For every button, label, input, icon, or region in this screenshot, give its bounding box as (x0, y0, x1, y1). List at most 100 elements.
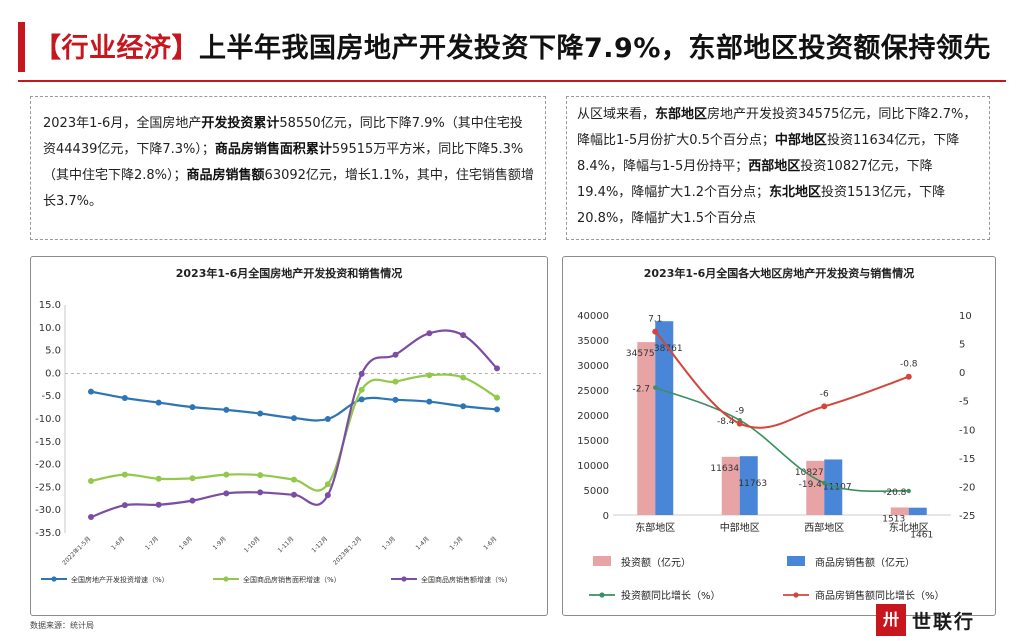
y-tick-label: 20000 (577, 411, 609, 422)
highlight-term: 东北地区 (768, 185, 821, 200)
y-tick-label: 40000 (577, 311, 609, 322)
national-investment-sales-chart: 2023年1-6月全国房地产开发投资和销售情况 15.0 10.0 5.0 0.0 -5.… (30, 256, 548, 616)
y-right-tick-label: 0 (959, 368, 965, 379)
data-point (223, 471, 230, 478)
growth-value-label: -9 (735, 407, 744, 417)
y-tick-label: 15000 (577, 436, 609, 447)
data-point (460, 403, 467, 410)
data-point (257, 472, 264, 479)
category-label: 中部地区 (720, 521, 760, 534)
data-point (257, 489, 264, 496)
growth-point (906, 488, 911, 494)
bar-value-label: 1461 (910, 531, 933, 541)
data-point (358, 370, 365, 377)
bar (824, 459, 843, 515)
y-tick-label: 5000 (584, 486, 609, 497)
data-point (426, 372, 433, 379)
text-segment: 59515万平方米，同比下降5.3%（其中住宅下降2.8%）； (43, 142, 524, 183)
data-point (88, 388, 94, 395)
y-right-tick-label: -5 (959, 397, 969, 408)
y-tick-label: 35000 (577, 336, 609, 347)
data-point (88, 478, 94, 485)
data-point (121, 395, 128, 402)
highlight-term: 中部地区 (774, 133, 827, 148)
y-tick-label: -25.0 (35, 482, 61, 493)
text-segment: 投资1513亿元，下降20.8%，降幅扩大1.5个百分点 (577, 185, 946, 226)
y-tick-label: -10.0 (35, 414, 61, 425)
x-tick-label: 1-4月 (415, 535, 431, 551)
y-tick-label: 10.0 (39, 323, 61, 334)
y-tick-label: 0 (603, 511, 609, 522)
text-segment: 2023年1-6月，全国房地产 (43, 116, 202, 131)
y-tick-label: 25000 (577, 386, 609, 397)
growth-point (822, 480, 827, 486)
y-tick-label: 15.0 (39, 300, 61, 311)
category-label: 东部地区 (635, 521, 675, 534)
y-tick-label: -20.0 (35, 460, 61, 471)
header: 【行业经济】上半年我国房地产开发投资下降7.9%，东部地区投资额保持领先 (0, 0, 1024, 86)
y-right-tick-label: -10 (959, 425, 975, 436)
data-point (88, 514, 94, 521)
x-tick-label: 2023年1-2月 (331, 535, 363, 567)
x-tick-label: 1-11月 (277, 535, 296, 554)
x-tick-label: 1-12月 (310, 535, 329, 554)
text-segment: 投资10827亿元，下降19.4%，降幅扩大1.2个百分点； (577, 159, 933, 200)
legend-label: 商品房销售额同比增长（%） (815, 589, 945, 602)
data-point (426, 398, 433, 405)
highlight-term: 商品房销售额 (186, 168, 265, 183)
data-point (324, 481, 331, 488)
highlight-term: 东部地区 (655, 107, 708, 122)
legend-label: 投资额（亿元） (621, 556, 691, 569)
bar (890, 507, 909, 515)
bar (908, 507, 927, 515)
data-point (358, 386, 365, 393)
category-label: 东北地区 (889, 521, 929, 534)
bar-value-label: 1513 (882, 514, 905, 524)
x-tick-label: 1-8月 (178, 535, 194, 551)
legend-marker (401, 576, 407, 582)
data-point (291, 476, 297, 483)
chart-title: 2023年1-6月全国房地产开发投资和销售情况 (176, 266, 403, 280)
y-tick-label: 30000 (577, 361, 609, 372)
logo-mark-icon: 卅 (876, 604, 906, 636)
growth-value-label: 7.1 (648, 315, 662, 325)
bar (739, 456, 758, 515)
title-tag: 【行业经济】 (34, 33, 199, 64)
data-point (494, 394, 500, 401)
bar (655, 321, 674, 515)
growth-value-label: -20.8 (883, 488, 907, 498)
data-point (291, 491, 297, 498)
data-point (291, 415, 297, 422)
bar-value-label: 10827 (795, 468, 824, 478)
y-tick-label: 5.0 (45, 346, 61, 357)
text-segment: 投资11634亿元，下降8.4%，降幅与1-5月份持平； (577, 133, 960, 174)
y-right-tick-label: 5 (959, 340, 965, 351)
x-tick-label: 1-3月 (381, 535, 397, 551)
highlight-term: 开发投资累计 (201, 116, 280, 131)
bar-value-label: 11763 (738, 479, 767, 489)
y-tick-label: -15.0 (35, 437, 61, 448)
data-source: 数据来源：统计局 (30, 621, 94, 630)
chart-title: 2023年1-6月全国各大地区房地产开发投资与销售情况 (644, 266, 915, 280)
y-right-tick-label: -15 (959, 454, 975, 465)
x-tick-label: 1-9月 (212, 535, 228, 551)
regional-investment-sales-chart: 2023年1-6月全国各大地区房地产开发投资与销售情况 40000 35000 300… (562, 256, 996, 616)
x-tick-label: 1-7月 (144, 535, 160, 551)
legend-label: 商品房销售额（亿元） (815, 556, 915, 569)
data-point (392, 351, 399, 358)
regional-summary-text: 从区域来看，东部地区房地产开发投资34575亿元，同比下降2.7%，降幅比1-5… (566, 96, 990, 240)
bar (721, 456, 740, 515)
bar-value-label: 11634 (710, 464, 739, 474)
bar (637, 342, 656, 515)
growth-value-label: -8.4 (717, 417, 735, 427)
text-segment: 58550亿元，同比下降7.9%（其中住宅投资44439亿元，下降7.3%）； (43, 116, 523, 157)
legend-marker (793, 592, 799, 598)
data-point (223, 406, 230, 413)
data-point (392, 396, 399, 403)
y-tick-label: -35.0 (35, 528, 61, 539)
data-point (155, 475, 162, 482)
growth-value-label: -19.4 (799, 480, 823, 490)
text-segment: 从区域来看， (577, 107, 656, 122)
growth-point (905, 373, 912, 380)
growth-value-label: -0.8 (900, 360, 918, 370)
